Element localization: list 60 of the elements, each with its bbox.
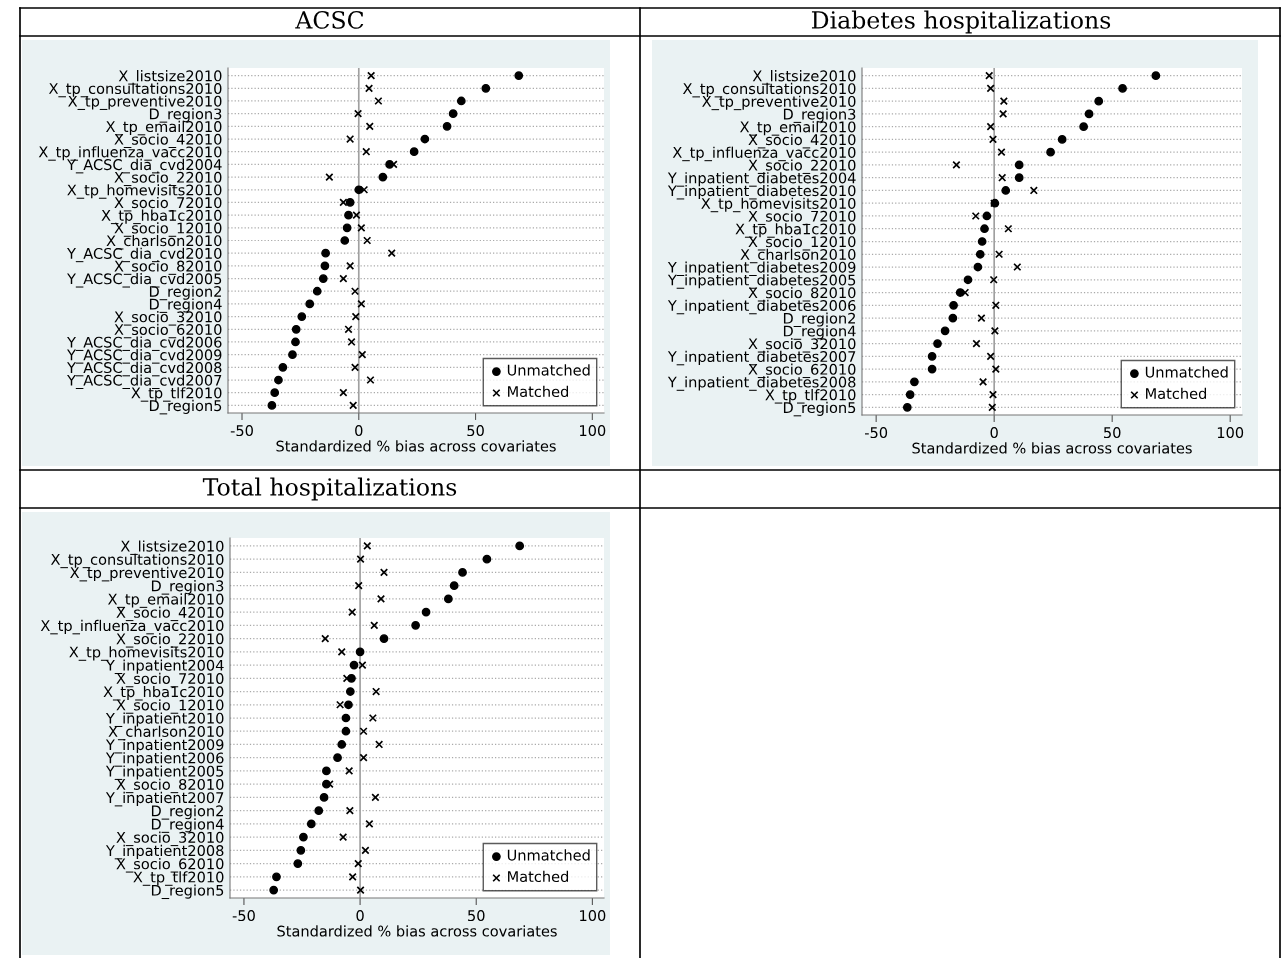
legend-label: Matched [1146,387,1207,400]
y-tick-label: Y_inpatient2007 [105,791,224,807]
y-tick-label: X_tp_influenza_vacc2010 [40,619,224,635]
x-axis-title: Standardized % bias across covariates [276,440,556,452]
legend-label: Matched [508,385,569,398]
y-tick-label: X_tp_hba1c2010 [735,223,856,238]
x-tick-label: 50 [1104,427,1121,439]
x-tick-label: 50 [467,425,484,437]
y-tick-label: Y_inpatient_diabetes2008 [667,376,856,391]
y-tick-label: Y_inpatient2010 [105,712,224,727]
legend-label: Unmatched [507,849,590,861]
x-tick-label: 100 [1217,427,1244,439]
x-axis-title: Standardized % bias across covariates [277,925,557,937]
y-tick-label: X_tp_homevisits2010 [69,646,224,661]
x-tick-label: 0 [356,910,364,922]
y-tick-label: D_region2 [151,805,223,820]
x-tick-label: 100 [580,910,606,922]
y-tick-label: X_tp_homevisits2010 [67,184,222,199]
y-tick-label: X_socio_62010 [116,858,224,873]
y-tick-label: X_socio_72010 [116,672,224,688]
y-tick-label: D_region4 [783,325,856,340]
y-tick-label: D_region3 [783,108,856,123]
x-tick-label: -50 [232,910,255,922]
y-tick-label: X_tp_preventive2010 [70,566,224,582]
y-tick-label: Y_inpatient2006 [105,752,224,767]
chart-title: Total hospitalizations [202,477,457,501]
x-tick-label: -50 [864,427,888,439]
x-tick-label: -50 [230,425,253,437]
legend-label: Unmatched [1145,366,1228,378]
y-tick-label: X_charlson2010 [108,725,224,741]
y-tick-label: D_region3 [151,580,224,595]
y-tick-label: X_socio_12010 [116,699,224,714]
x-tick-label: 100 [580,425,606,437]
y-tick-label: X_tp_email2010 [740,121,856,136]
y-tick-label: Y_inpatient2005 [105,765,224,780]
chart-title: Diabetes hospitalizations [811,10,1111,34]
x-tick-label: 0 [355,425,363,437]
y-tick-label: D_region5 [151,884,224,900]
x-tick-label: 50 [468,910,485,922]
y-tick-label: X_socio_22010 [116,633,224,648]
y-tick-label: X_tp_email2010 [108,593,224,608]
y-tick-label: Y_inpatient_diabetes2004 [667,172,856,187]
legend-label: Matched [508,870,569,883]
y-tick-label: D_region4 [151,818,224,833]
y-tick-label: Y_inpatient_diabetes2005 [667,274,856,289]
y-tick-label: X_tp_consultations2010 [50,553,224,569]
y-tick-label: Y_inpatient2008 [105,844,224,860]
x-tick-label: 0 [990,427,998,439]
y-tick-label: Y_inpatient2004 [105,659,224,675]
y-tick-label: X_socio_32010 [116,831,224,847]
y-tick-label: Y_inpatient2009 [105,738,224,754]
y-tick-label: X_tp_tlf2010 [133,871,224,886]
x-axis-title: Standardized % bias across covariates [912,442,1192,454]
y-tick-label: X_socio_82010 [116,778,224,794]
chart-title: ACSC [295,10,364,29]
y-tick-label: X_socio_42010 [116,606,224,622]
legend-label: Unmatched [507,364,590,376]
y-tick-label: X_listsize2010 [120,540,224,555]
y-tick-label: X_socio_12010 [114,222,222,237]
y-tick-label: X_tp_hba1c2010 [103,685,224,701]
